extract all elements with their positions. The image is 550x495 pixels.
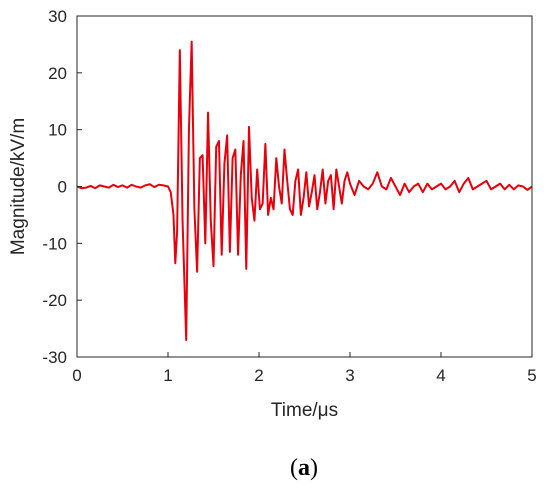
y-tick-label: 30	[48, 7, 67, 26]
y-tick-label: 20	[48, 64, 67, 83]
series-line	[76, 40, 533, 341]
figure-caption: (a)	[290, 455, 318, 481]
x-tick-label: 4	[436, 366, 445, 385]
y-axis-ticks: -30 -20 -10 0 10 20 30	[42, 7, 82, 367]
y-axis-label: Magnitude/kV/m	[8, 118, 29, 255]
x-tick-label: 2	[254, 366, 263, 385]
x-tick-label: 5	[527, 366, 536, 385]
y-tick-label: -10	[42, 234, 67, 253]
x-tick-label: 0	[72, 366, 81, 385]
x-tick-label: 3	[345, 366, 354, 385]
y-tick-label: -30	[42, 348, 67, 367]
x-axis-label: Time/μs	[271, 400, 338, 421]
y-tick-label: -20	[42, 291, 67, 310]
x-tick-label: 1	[163, 366, 172, 385]
y-tick-label: 0	[58, 178, 67, 197]
x-axis-ticks: 0 1 2 3 4 5	[72, 352, 537, 385]
y-tick-label: 10	[48, 121, 67, 140]
